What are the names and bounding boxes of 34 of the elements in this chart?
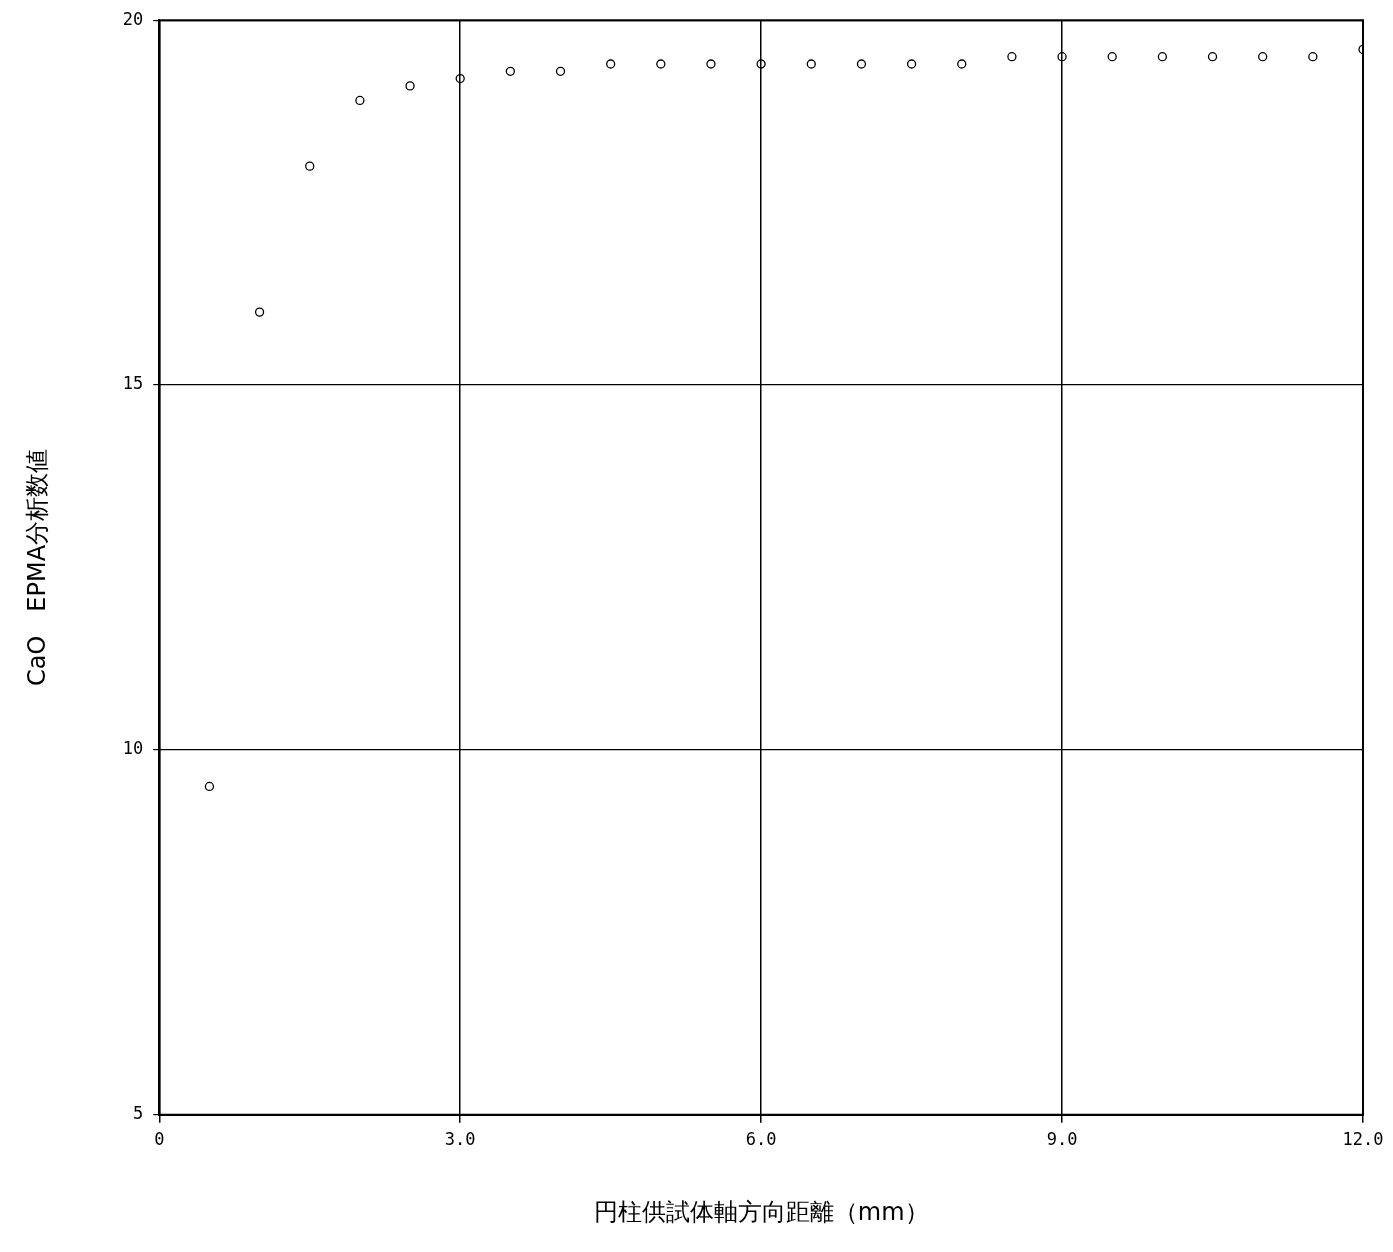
- point: [806, 59, 816, 69]
- point: [856, 59, 867, 69]
- point: [1207, 52, 1218, 62]
- point: [254, 307, 265, 317]
- point: [656, 59, 666, 69]
- x-tick-label: 12.0: [1342, 1129, 1384, 1150]
- point: [606, 59, 616, 69]
- point: [505, 66, 516, 76]
- point: [1308, 52, 1318, 62]
- point: [405, 81, 415, 91]
- point: [957, 59, 967, 69]
- y-tick-label: 10: [122, 738, 144, 759]
- point: [555, 66, 566, 76]
- point: [756, 59, 766, 69]
- point: [706, 59, 716, 69]
- point: [1007, 52, 1017, 62]
- point: [355, 95, 365, 106]
- x-tick-label: 0: [154, 1129, 165, 1150]
- x-tick-label: 3.0: [444, 1129, 476, 1150]
- point: [1157, 52, 1168, 62]
- y-tick-label: 5: [133, 1103, 144, 1124]
- point: [1057, 52, 1067, 62]
- y-axis-title: CaO EPMA分析数値: [22, 448, 51, 687]
- y-tick-label: 20: [122, 8, 144, 29]
- point: [1258, 52, 1268, 62]
- point: [1107, 52, 1117, 62]
- x-tick-label: 9.0: [1046, 1129, 1078, 1150]
- point: [204, 781, 215, 792]
- point: [906, 59, 917, 69]
- y-tick-label: 15: [122, 373, 144, 394]
- point: [305, 161, 315, 171]
- x-tick-label: 6.0: [745, 1129, 777, 1150]
- x-axis-title: 円柱供試体軸方向距離（mm）: [593, 1197, 929, 1226]
- point: [455, 73, 465, 84]
